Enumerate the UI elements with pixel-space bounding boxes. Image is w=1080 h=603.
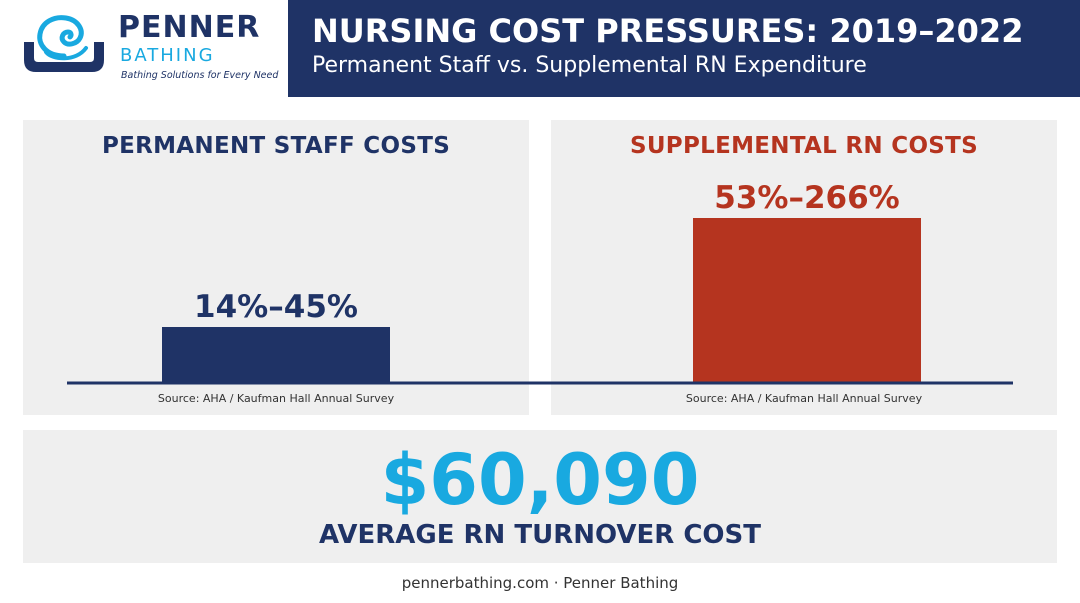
brand-tagline: Bathing Solutions for Every Need — [121, 70, 279, 81]
turnover-stat-panel: $60,090 AVERAGE RN TURNOVER COST — [23, 430, 1057, 563]
permanent-staff-heading: PERMANENT STAFF COSTS — [101, 133, 451, 159]
title-bar: NURSING COST PRESSURES: 2019–2022 Perman… — [288, 0, 1080, 97]
permanent-staff-panel: PERMANENT STAFF COSTS Source: AHA / Kauf… — [23, 120, 529, 415]
footer-text[interactable]: pennerbathing.com · Penner Bathing — [401, 574, 679, 592]
turnover-cost-label: AVERAGE RN TURNOVER COST — [319, 520, 761, 550]
page-title: NURSING COST PRESSURES: 2019–2022 — [312, 12, 1024, 50]
brand-subname: BATHING — [120, 45, 215, 66]
page-subtitle: Permanent Staff vs. Supplemental RN Expe… — [312, 53, 867, 78]
supplemental-source-note: Source: AHA / Kaufman Hall Annual Survey — [685, 392, 923, 405]
header: PENNER BATHING Bathing Solutions for Eve… — [0, 0, 1080, 97]
supplemental-rn-heading: SUPPLEMENTAL RN COSTS — [629, 133, 979, 159]
permanent-source-note: Source: AHA / Kaufman Hall Annual Survey — [157, 392, 395, 405]
wave-logo-icon — [24, 15, 104, 72]
supplemental-rn-panel: SUPPLEMENTAL RN COSTS Source: AHA / Kauf… — [551, 120, 1057, 415]
brand-logo[interactable]: PENNER BATHING Bathing Solutions for Eve… — [0, 0, 288, 97]
turnover-cost-value: $60,090 — [380, 439, 700, 521]
brand-name: PENNER — [118, 10, 261, 45]
